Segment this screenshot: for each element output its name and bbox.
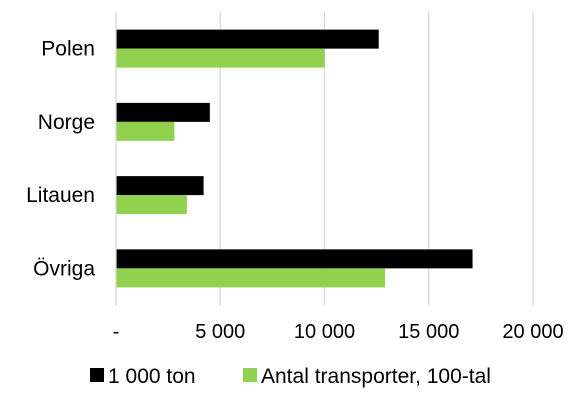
x-tick-labels: - 5 000 10 000 15 000 20 000: [113, 321, 564, 343]
category-labels: Polen Norge Litauen Övriga: [26, 38, 95, 281]
legend-label: Antal transporter, 100-tal: [261, 365, 491, 388]
bar-tonnage-3: [116, 249, 473, 269]
bar-tonnage-0: [116, 29, 379, 49]
bar-transports-0: [116, 48, 325, 68]
bar-tonnage-1: [116, 102, 210, 122]
bar-transports-2: [116, 195, 187, 215]
x-tick-label: 15 000: [398, 321, 459, 343]
bars: [116, 29, 473, 288]
category-label: Polen: [41, 38, 95, 61]
bar-transports-3: [116, 268, 385, 288]
category-label: Norge: [38, 111, 95, 134]
x-tick-label: 10 000: [294, 321, 355, 343]
bar-transports-1: [116, 121, 175, 141]
category-label: Övriga: [33, 257, 95, 280]
legend: 1 000 ton Antal transporter, 100-tal: [90, 365, 491, 388]
x-tick-label: 5 000: [195, 321, 245, 343]
bar-tonnage-2: [116, 176, 204, 196]
legend-swatch: [243, 368, 257, 382]
x-tick-label: 20 000: [502, 321, 563, 343]
x-tick-label: -: [113, 321, 120, 343]
legend-swatch: [90, 368, 104, 382]
legend-label: 1 000 ton: [108, 365, 196, 388]
category-label: Litauen: [26, 184, 95, 207]
